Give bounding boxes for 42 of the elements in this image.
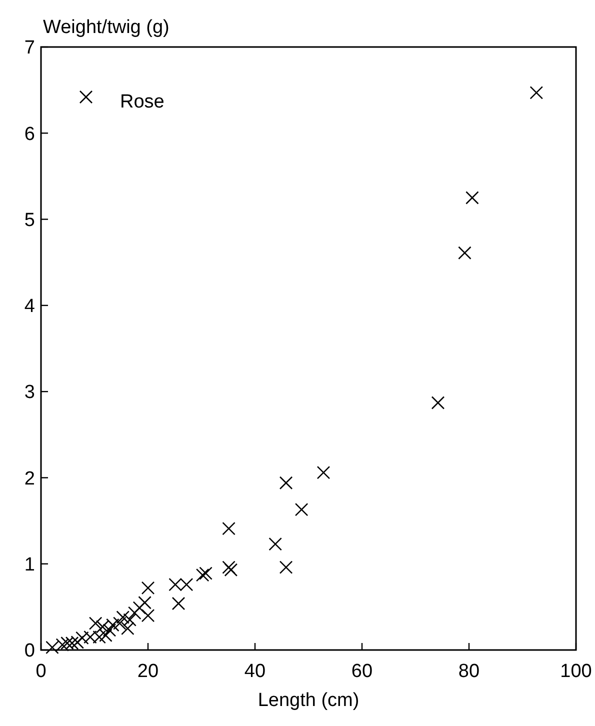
point bbox=[99, 628, 112, 642]
x-tick-label: 20 bbox=[137, 661, 159, 682]
y-tick-label: 5 bbox=[24, 210, 35, 231]
point bbox=[172, 596, 186, 610]
point bbox=[294, 502, 308, 516]
point bbox=[222, 560, 236, 574]
y-tick-label: 7 bbox=[24, 38, 35, 59]
x-tick-label: 80 bbox=[458, 661, 480, 682]
x-tick-label: 60 bbox=[351, 661, 373, 682]
y-tick-label: 6 bbox=[24, 124, 35, 145]
point bbox=[466, 191, 479, 204]
point bbox=[88, 616, 102, 630]
point bbox=[138, 596, 152, 610]
point bbox=[224, 563, 238, 577]
point bbox=[458, 246, 472, 260]
y-tick-label: 2 bbox=[24, 468, 35, 490]
point bbox=[76, 631, 89, 645]
point bbox=[116, 610, 130, 624]
y-tick-label: 0 bbox=[24, 640, 35, 662]
point bbox=[316, 466, 330, 480]
point bbox=[112, 616, 126, 630]
point bbox=[132, 601, 146, 614]
point bbox=[530, 86, 544, 100]
point bbox=[141, 581, 155, 595]
y-tick-label: 1 bbox=[24, 554, 35, 576]
x-tick-label: 100 bbox=[560, 661, 592, 682]
legend-label: Rose bbox=[120, 91, 164, 112]
point bbox=[123, 613, 136, 626]
y-tick-label: 4 bbox=[24, 296, 36, 318]
point bbox=[121, 622, 134, 636]
x-axis-title: Length (cm) bbox=[258, 690, 360, 711]
y-axis-title: Weight/twig (g) bbox=[43, 17, 170, 38]
point bbox=[199, 566, 212, 580]
y-tick-label: 3 bbox=[24, 382, 35, 404]
point bbox=[279, 560, 293, 574]
point bbox=[196, 568, 210, 582]
point bbox=[102, 624, 116, 637]
point bbox=[268, 537, 282, 551]
point bbox=[431, 396, 445, 410]
point bbox=[222, 522, 236, 536]
x-tick-label: 40 bbox=[244, 661, 266, 682]
point bbox=[279, 476, 293, 490]
